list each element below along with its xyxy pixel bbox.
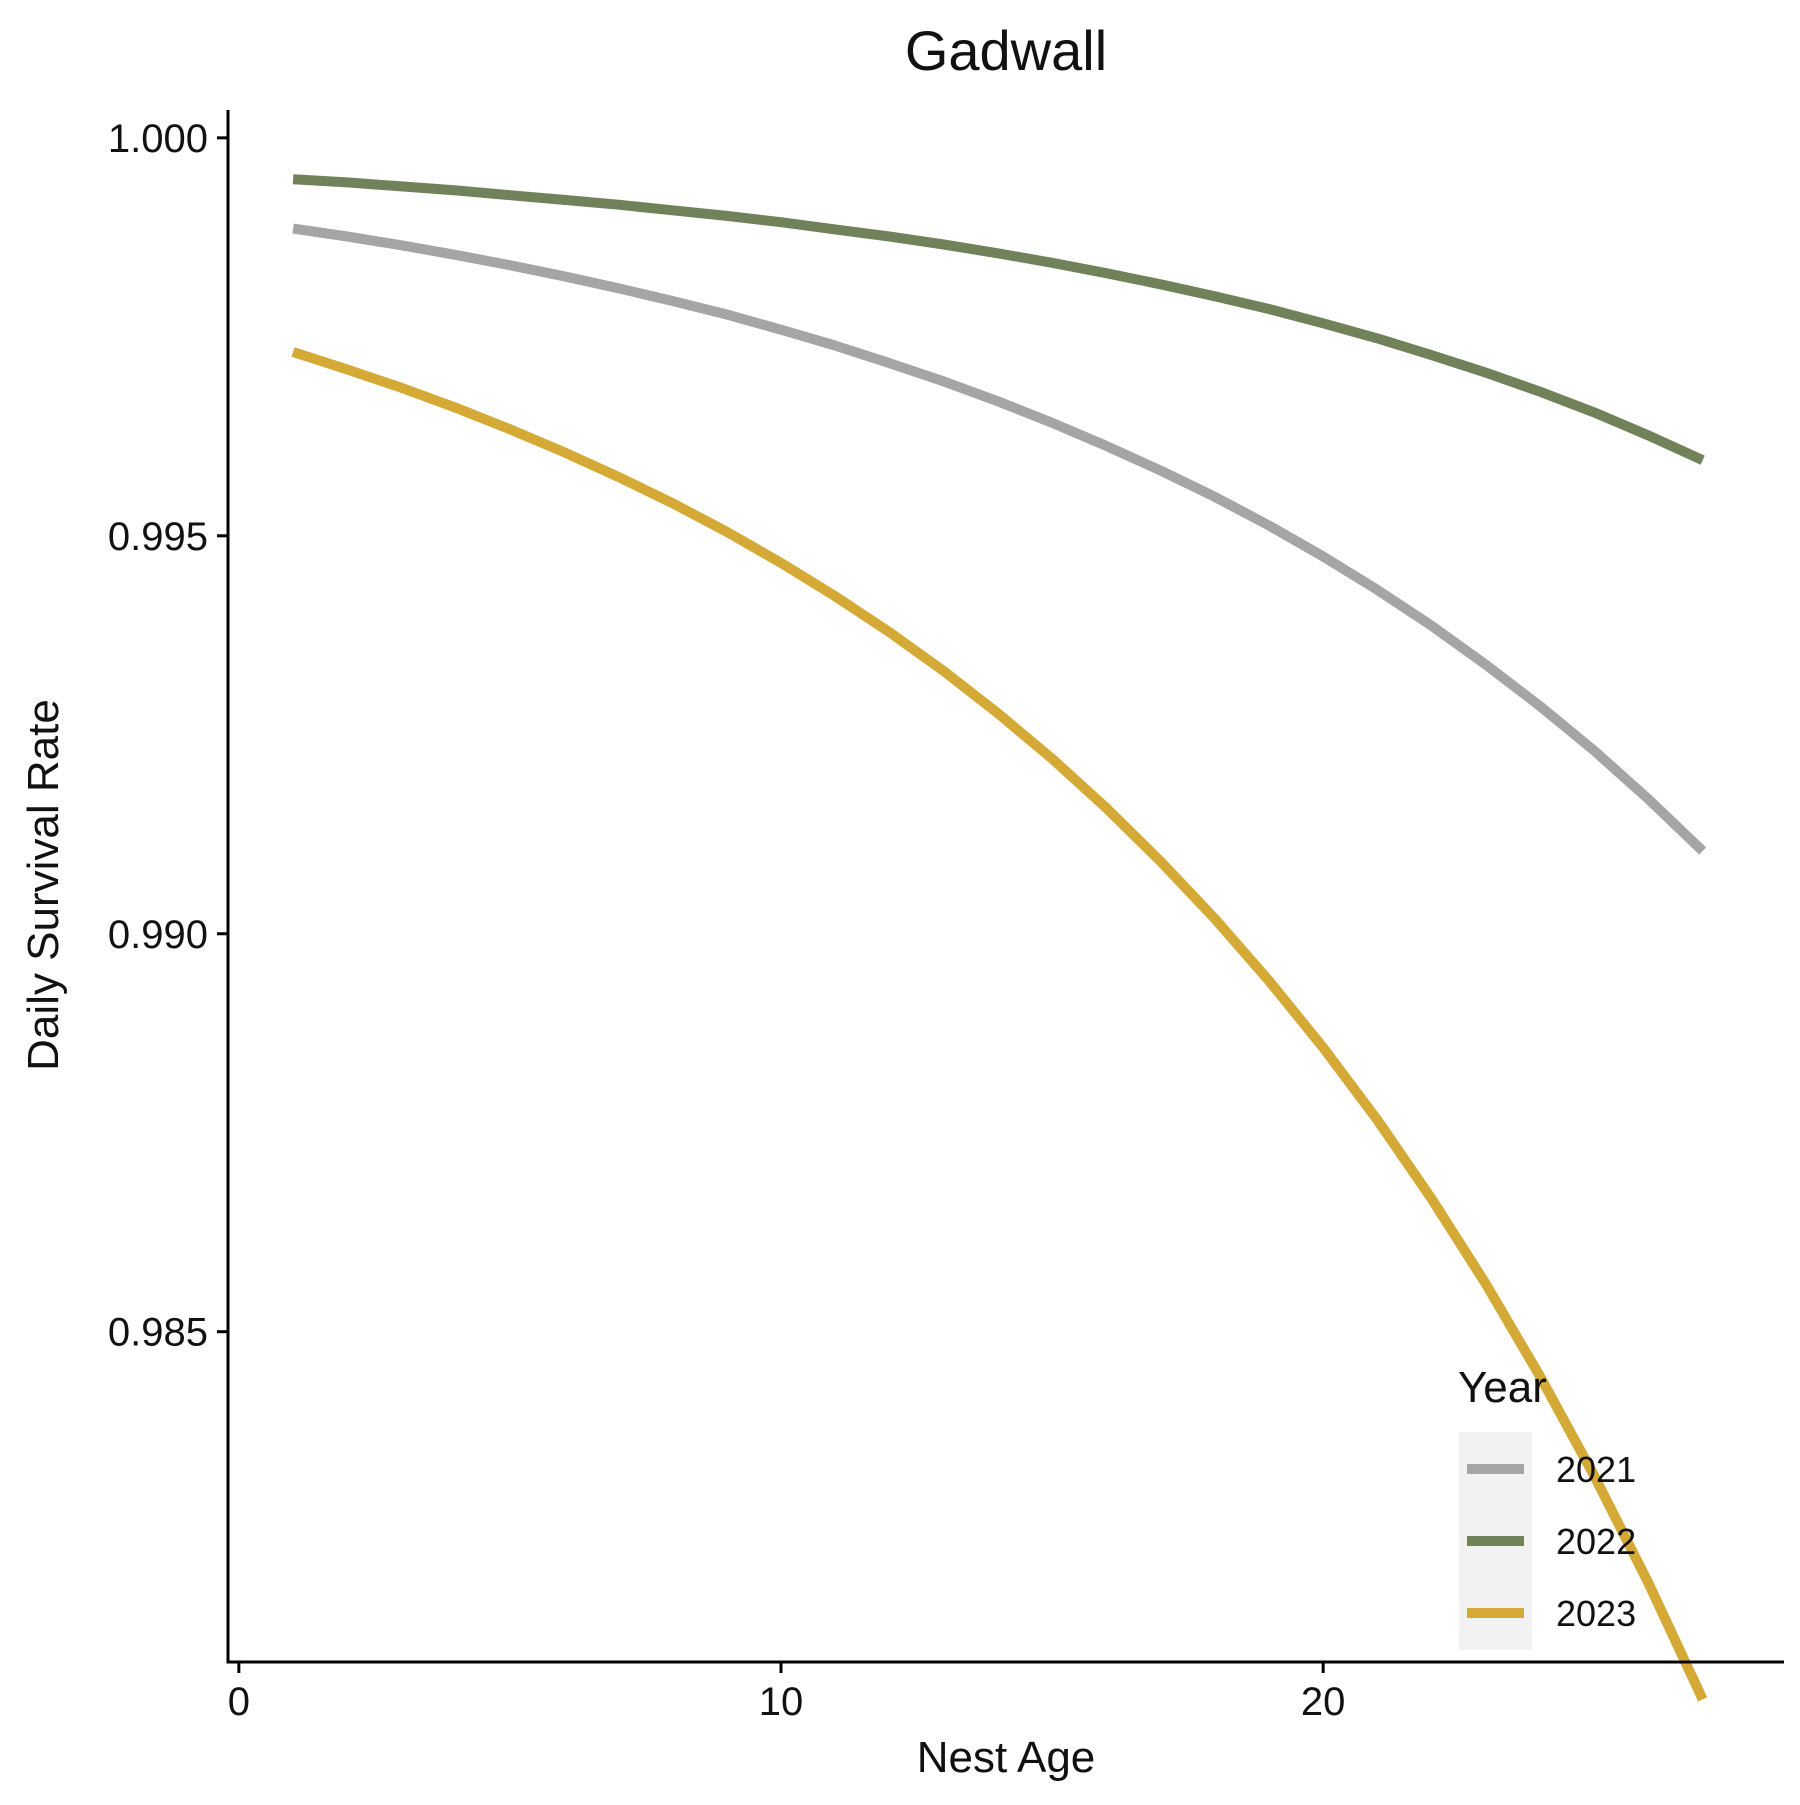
y-tick-label: 0.985 [108,1311,208,1355]
x-axis-ticks: 0 10 20 [228,1662,1346,1724]
y-axis-title: Daily Survival Rate [19,699,68,1071]
chart-title: Gadwall [905,19,1107,82]
legend-label-2023: 2023 [1556,1593,1636,1634]
x-tick-label: 10 [759,1680,804,1724]
x-tick-label: 0 [228,1680,250,1724]
legend-label-2021: 2021 [1556,1449,1636,1490]
x-tick-label: 20 [1301,1680,1346,1724]
y-tick-label: 0.995 [108,515,208,559]
y-tick-label: 1.000 [108,117,208,161]
series-line-2021 [292,223,1707,855]
legend-title: Year [1458,1363,1547,1412]
series-line-2022 [292,174,1705,465]
legend: Year 2021 2022 2023 [1458,1363,1636,1650]
plot-area [291,174,1708,1702]
y-tick-label: 0.990 [108,913,208,957]
series-line-2023 [291,347,1708,1702]
legend-label-2022: 2022 [1556,1521,1636,1562]
x-axis-title: Nest Age [917,1733,1096,1782]
y-axis-ticks: 0.985 0.990 0.995 1.000 [108,117,228,1355]
